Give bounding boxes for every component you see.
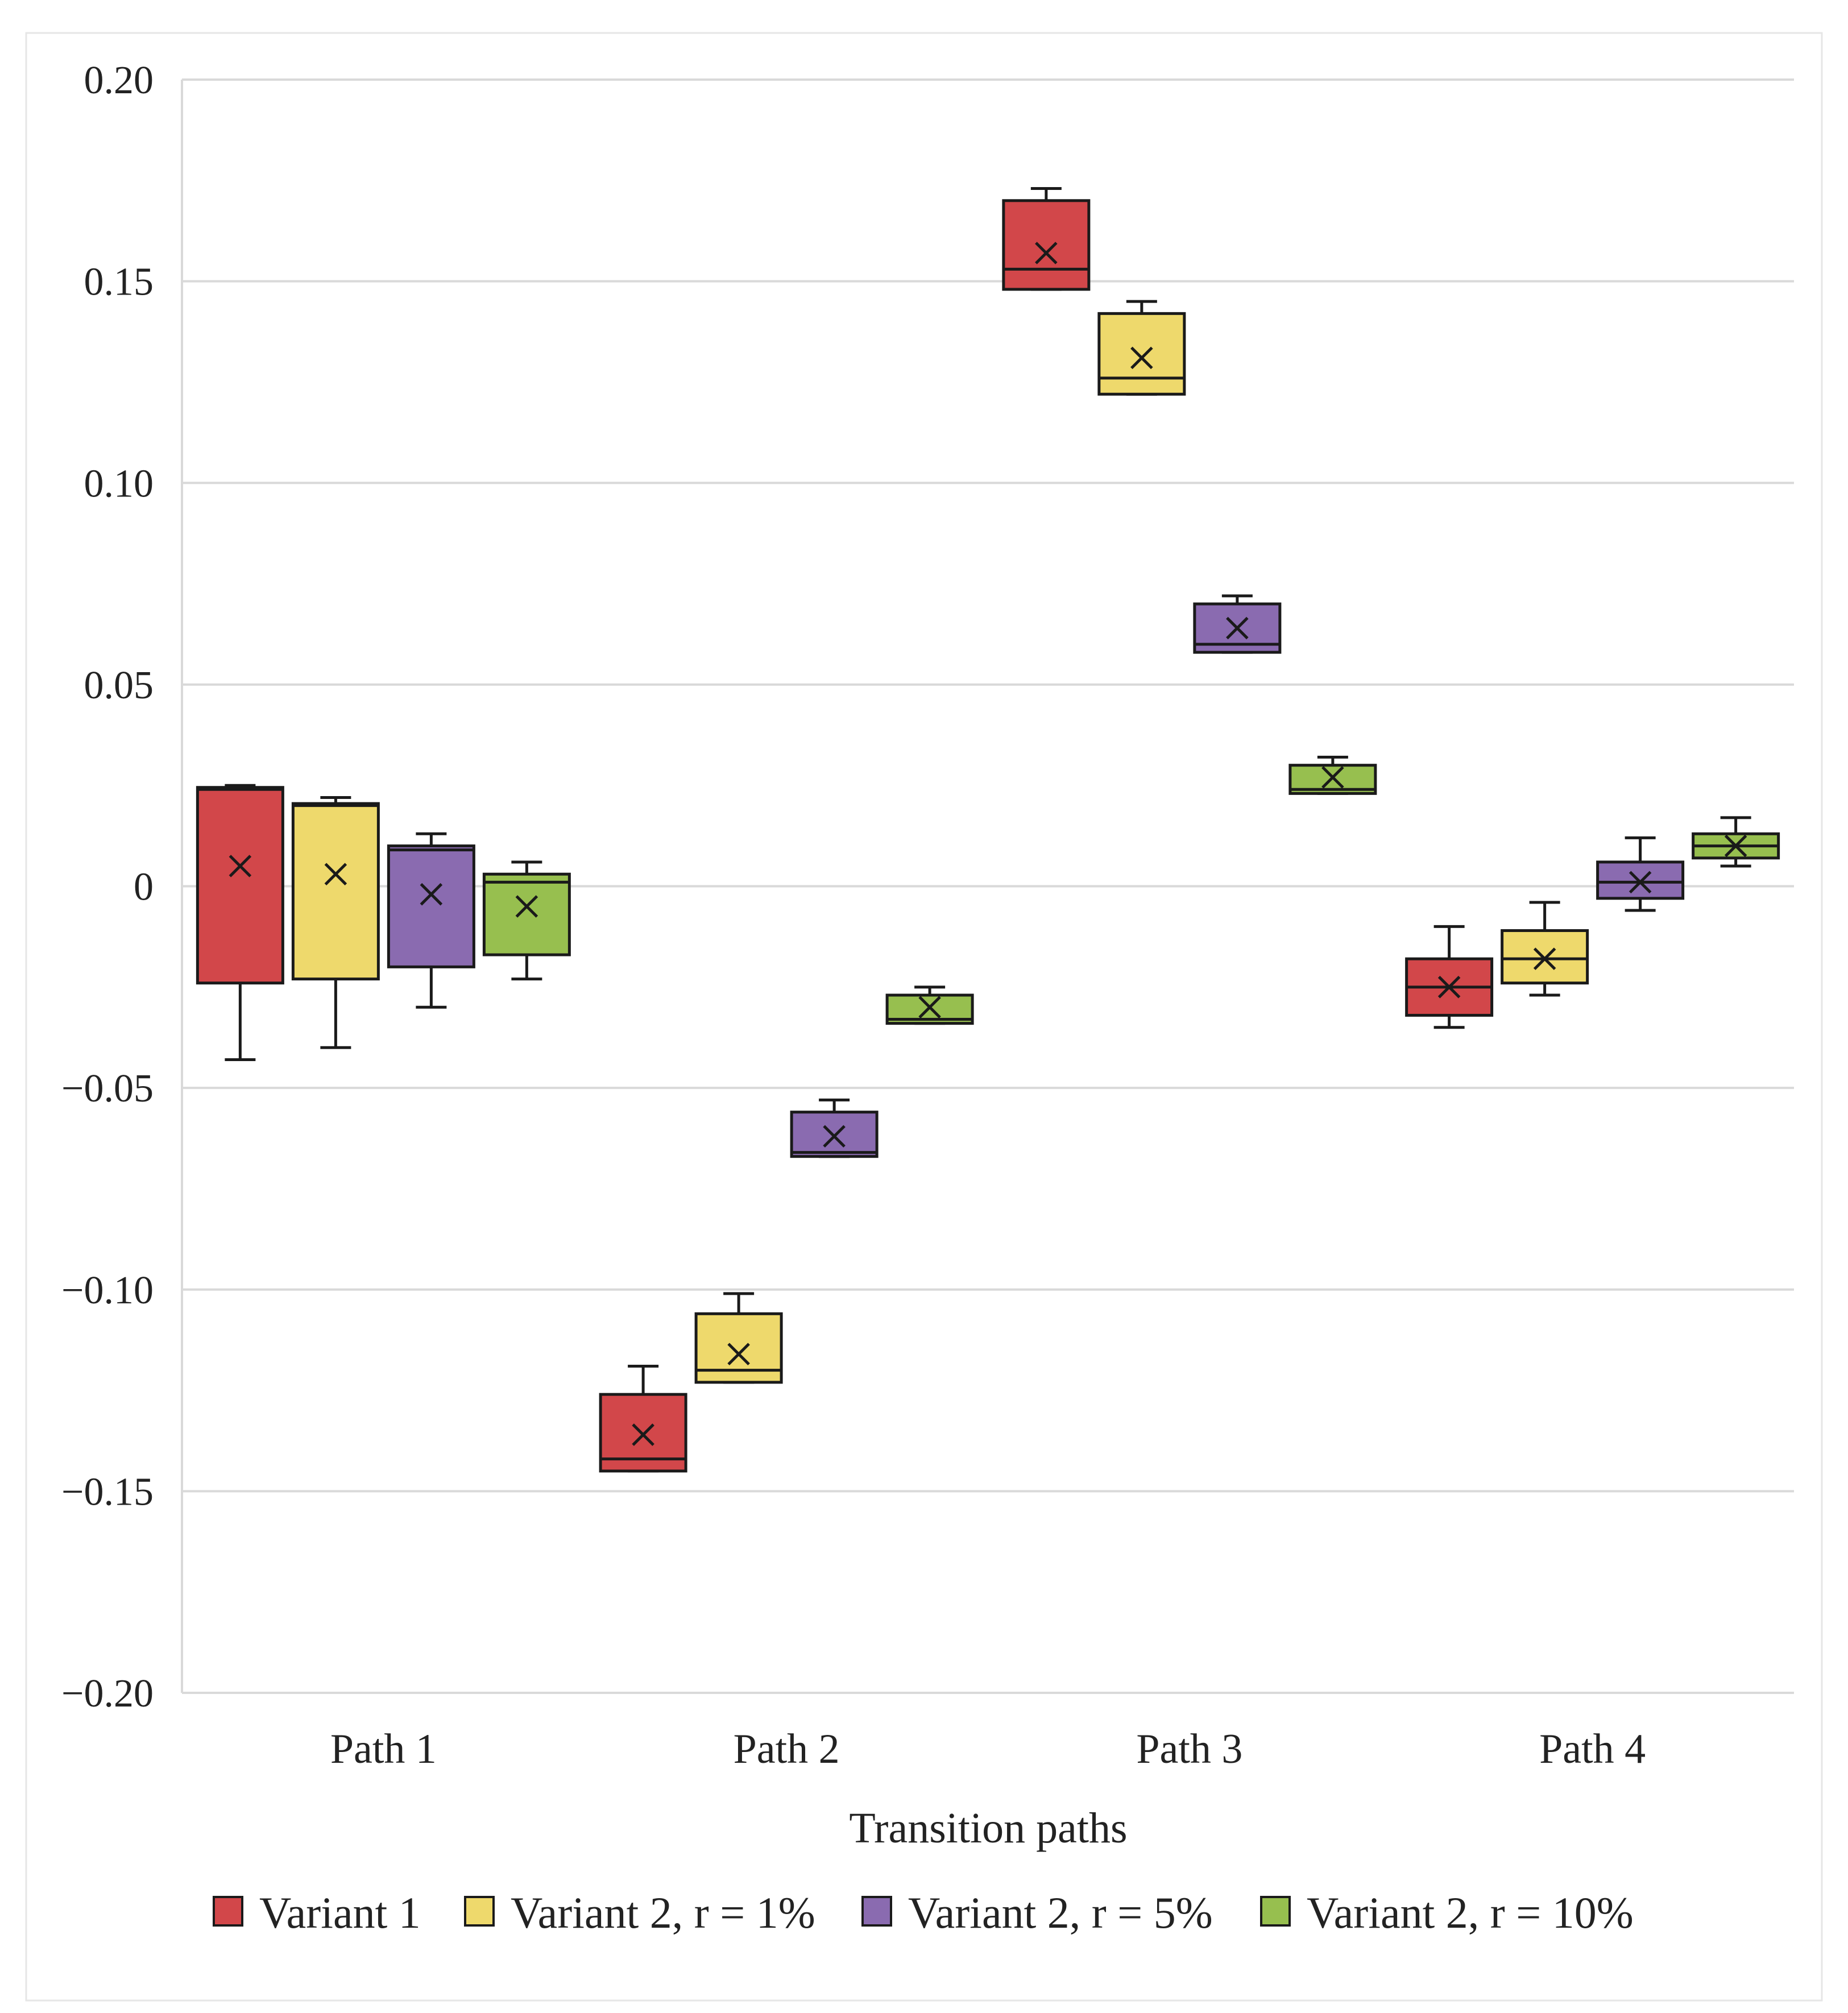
y-tick-label: −0.05 [61, 1067, 154, 1111]
box-plot [1692, 816, 1780, 868]
y-tick-label: 0 [134, 865, 154, 909]
box-body [387, 844, 475, 968]
gridlines [181, 78, 1794, 1694]
legend-swatch [464, 1896, 495, 1927]
box-body [291, 802, 380, 981]
y-tick-label: 0.20 [84, 59, 154, 102]
box-plot [196, 784, 284, 1061]
legend-swatch [213, 1896, 243, 1927]
box-plot [1501, 901, 1589, 997]
box-plot [1596, 836, 1685, 912]
mean-marker [823, 1125, 846, 1148]
y-tick-label: 0.10 [84, 462, 154, 506]
legend-label: Variant 1 [259, 1888, 421, 1937]
mean-marker [515, 895, 538, 918]
mean-marker [1533, 947, 1556, 970]
mean-marker [1629, 871, 1652, 894]
box-plot [291, 796, 380, 1049]
box-plot [1405, 925, 1494, 1029]
mean-marker [1226, 616, 1249, 640]
y-tick-label: 0.15 [84, 260, 154, 304]
x-category-label: Path 1 [330, 1726, 437, 1772]
legend-item: Variant 1 [213, 1888, 421, 1937]
legend-item: Variant 2, r = 1% [464, 1888, 815, 1937]
box-plot [1193, 594, 1282, 654]
box-body [1097, 312, 1186, 396]
mean-marker [727, 1343, 750, 1365]
box-body [1002, 199, 1091, 291]
mean-marker [918, 996, 941, 1019]
x-category-label: Path 4 [1539, 1726, 1646, 1772]
mean-marker [324, 863, 347, 885]
box-plot [1002, 187, 1091, 291]
legend-swatch [861, 1896, 892, 1927]
legend-item: Variant 2, r = 10% [1260, 1888, 1634, 1937]
x-axis-title: Transition paths [849, 1804, 1127, 1852]
mean-marker [1130, 346, 1153, 370]
legend-item: Variant 2, r = 5% [861, 1888, 1213, 1937]
mean-marker [632, 1423, 654, 1446]
legend-label: Variant 2, r = 1% [511, 1888, 815, 1937]
box-body [1501, 929, 1589, 985]
box-plot [790, 1098, 879, 1158]
box-plot [1097, 300, 1186, 396]
box-body [482, 872, 571, 956]
chart-frame [25, 32, 1823, 2002]
x-axis-categories: Path 1 Path 2 Path 3 Path 4 [330, 1726, 1646, 1772]
box-plot [387, 832, 475, 1009]
box-body [196, 786, 284, 985]
legend-label: Variant 2, r = 10% [1307, 1888, 1634, 1937]
mean-marker [1724, 834, 1747, 858]
box-plot [1288, 756, 1377, 795]
x-category-label: Path 3 [1136, 1726, 1242, 1772]
mean-marker [229, 855, 252, 877]
legend-label: Variant 2, r = 5% [908, 1888, 1213, 1937]
box-plot [599, 1365, 687, 1473]
box-body [694, 1312, 783, 1384]
box-body [790, 1111, 879, 1158]
x-category-label: Path 2 [734, 1726, 840, 1772]
box-body [1596, 860, 1685, 900]
mean-marker [1321, 766, 1344, 789]
box-plot [885, 985, 974, 1025]
y-axis-ticks: 0.20 0.15 0.10 0.05 0 −0.05 −0.10 −0.15 −0.20 [61, 59, 154, 1716]
y-tick-label: 0.05 [84, 664, 154, 707]
box-plot [482, 860, 571, 981]
y-tick-label: −0.15 [61, 1470, 154, 1514]
legend-swatch [1260, 1896, 1291, 1927]
y-tick-label: −0.20 [61, 1672, 154, 1716]
mean-marker [1437, 976, 1461, 999]
mean-marker [1035, 242, 1058, 264]
plot-area [196, 187, 1780, 1473]
y-tick-label: −0.10 [61, 1269, 154, 1312]
box-plot [694, 1292, 783, 1384]
mean-marker [420, 883, 443, 906]
legend: Variant 1 Variant 2, r = 1% Variant 2, r =… [213, 1888, 1634, 1937]
